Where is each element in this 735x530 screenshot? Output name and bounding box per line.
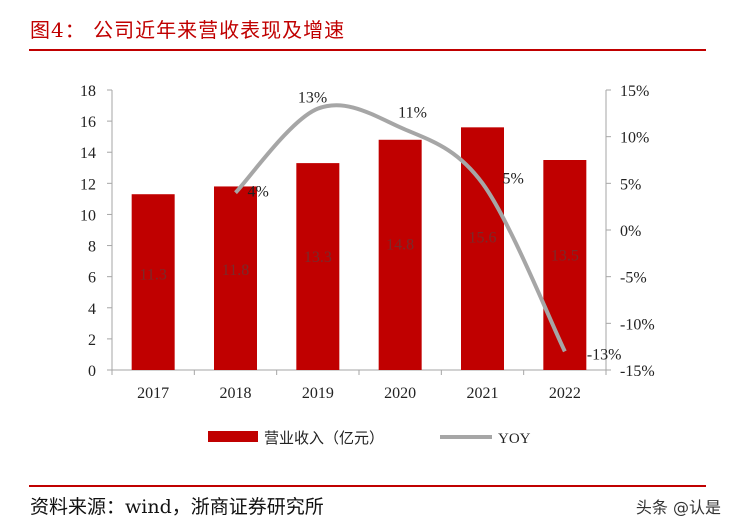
x-tick-label: 2021	[467, 385, 499, 402]
footer-rule	[29, 485, 706, 487]
x-tick-label: 2018	[220, 385, 252, 402]
yoy-data-label: 11%	[398, 104, 427, 121]
legend-bar-label: 营业收入（亿元）	[264, 430, 384, 447]
legend-bar-swatch	[208, 431, 258, 442]
watermark: 头条 @认是	[635, 498, 721, 517]
bar-data-label: 14.8	[386, 236, 414, 253]
yoy-data-label: -13%	[587, 346, 622, 363]
right-tick-label: -10%	[620, 316, 655, 333]
yoy-data-label: 4%	[248, 184, 269, 201]
bar	[543, 160, 587, 370]
figure-title: 图4： 公司近年来营收表现及增速	[30, 18, 346, 42]
source-note: 资料来源：wind，浙商证券研究所	[30, 496, 324, 518]
chart: 0 2 4 6 8 10 12 14 16 18 -15% -10% -5% 0% 5% 10% 15% 2017…	[80, 83, 655, 447]
left-tick-label: 14	[80, 145, 96, 162]
left-tick-label: 4	[88, 301, 96, 318]
left-tick-label: 2	[88, 332, 96, 349]
bar	[378, 139, 422, 370]
right-tick-label: -15%	[620, 363, 655, 380]
right-tick-label: 10%	[620, 130, 649, 147]
bar-data-label: 13.5	[551, 248, 579, 265]
left-tick-label: 0	[88, 363, 96, 380]
legend-line-label: YOY	[498, 431, 531, 447]
bar	[214, 186, 257, 370]
bar-data-label: 11.8	[222, 262, 249, 279]
left-tick-label: 8	[88, 239, 96, 256]
left-tick-label: 18	[80, 83, 96, 100]
title-rule	[29, 49, 706, 51]
x-tick-label: 2020	[384, 385, 416, 402]
yoy-data-label: 5%	[503, 170, 524, 187]
right-tick-label: 5%	[620, 176, 641, 193]
left-tick-label: 12	[80, 176, 96, 193]
right-tick-label: 0%	[620, 223, 641, 240]
right-tick-label: -5%	[620, 270, 647, 287]
yoy-line	[234, 103, 567, 353]
bar-data-label: 15.6	[469, 230, 497, 247]
left-tick-label: 10	[80, 207, 96, 224]
bar	[131, 194, 175, 370]
bar-data-label: 11.3	[139, 266, 166, 283]
right-tick-label: 15%	[620, 83, 649, 100]
yoy-data-label: 13%	[298, 90, 327, 107]
left-tick-label: 16	[80, 114, 96, 131]
x-tick-label: 2017	[137, 385, 169, 402]
x-tick-label: 2022	[549, 385, 581, 402]
bar-data-label: 13.3	[304, 249, 332, 266]
x-tick-label: 2019	[302, 385, 334, 402]
left-tick-label: 6	[88, 270, 96, 287]
bar	[296, 163, 340, 370]
